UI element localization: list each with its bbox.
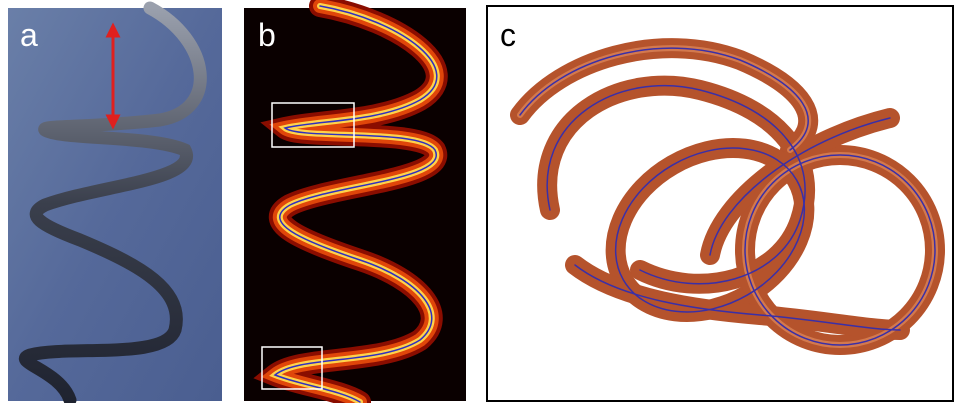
panel-c: c xyxy=(487,6,953,401)
panel-label: c xyxy=(500,17,516,53)
page: a b xyxy=(0,0,955,403)
panel-a: a xyxy=(8,8,222,401)
figure: a b xyxy=(0,0,955,403)
panel-label: b xyxy=(258,17,276,53)
panel-b: b xyxy=(244,6,466,402)
panel-label: a xyxy=(20,17,38,53)
